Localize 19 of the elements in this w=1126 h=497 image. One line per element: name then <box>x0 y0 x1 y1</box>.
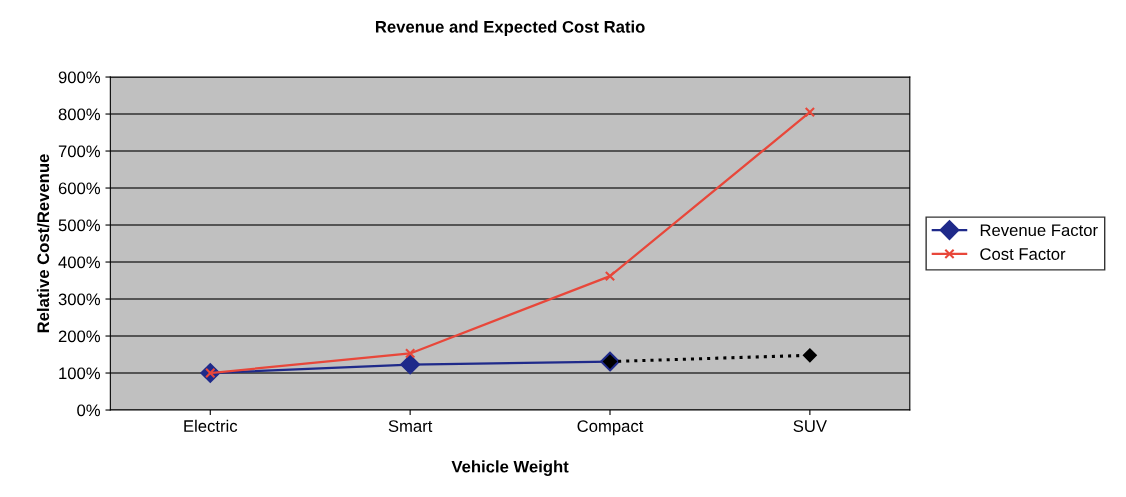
y-tick-label: 900% <box>58 71 101 84</box>
y-tick-label: 800% <box>58 108 101 121</box>
y-tick-label: 100% <box>59 367 101 380</box>
x-tick-label: Smart <box>388 420 433 432</box>
y-tick-label: 200% <box>58 330 101 343</box>
chart-title: Revenue and Expected Cost Ratio <box>375 20 645 37</box>
y-tick-label: 700% <box>58 145 101 158</box>
y-tick-label: 400% <box>58 256 101 269</box>
x-axis-title: Vehicle Weight <box>451 460 569 476</box>
x-tick-label: Compact <box>577 420 644 436</box>
x-tick-label: SUV <box>793 420 827 432</box>
y-tick-label: 600% <box>58 182 101 195</box>
legend-label: Revenue Factor <box>980 224 1098 237</box>
legend-label: Cost Factor <box>980 248 1066 260</box>
y-tick-label: 500% <box>58 219 101 232</box>
y-axis-title: Relative Cost/Revenue <box>36 154 50 333</box>
y-tick-label: 0% <box>77 404 101 417</box>
x-tick-label: Electric <box>184 419 238 432</box>
y-tick-label: 300% <box>58 293 101 306</box>
